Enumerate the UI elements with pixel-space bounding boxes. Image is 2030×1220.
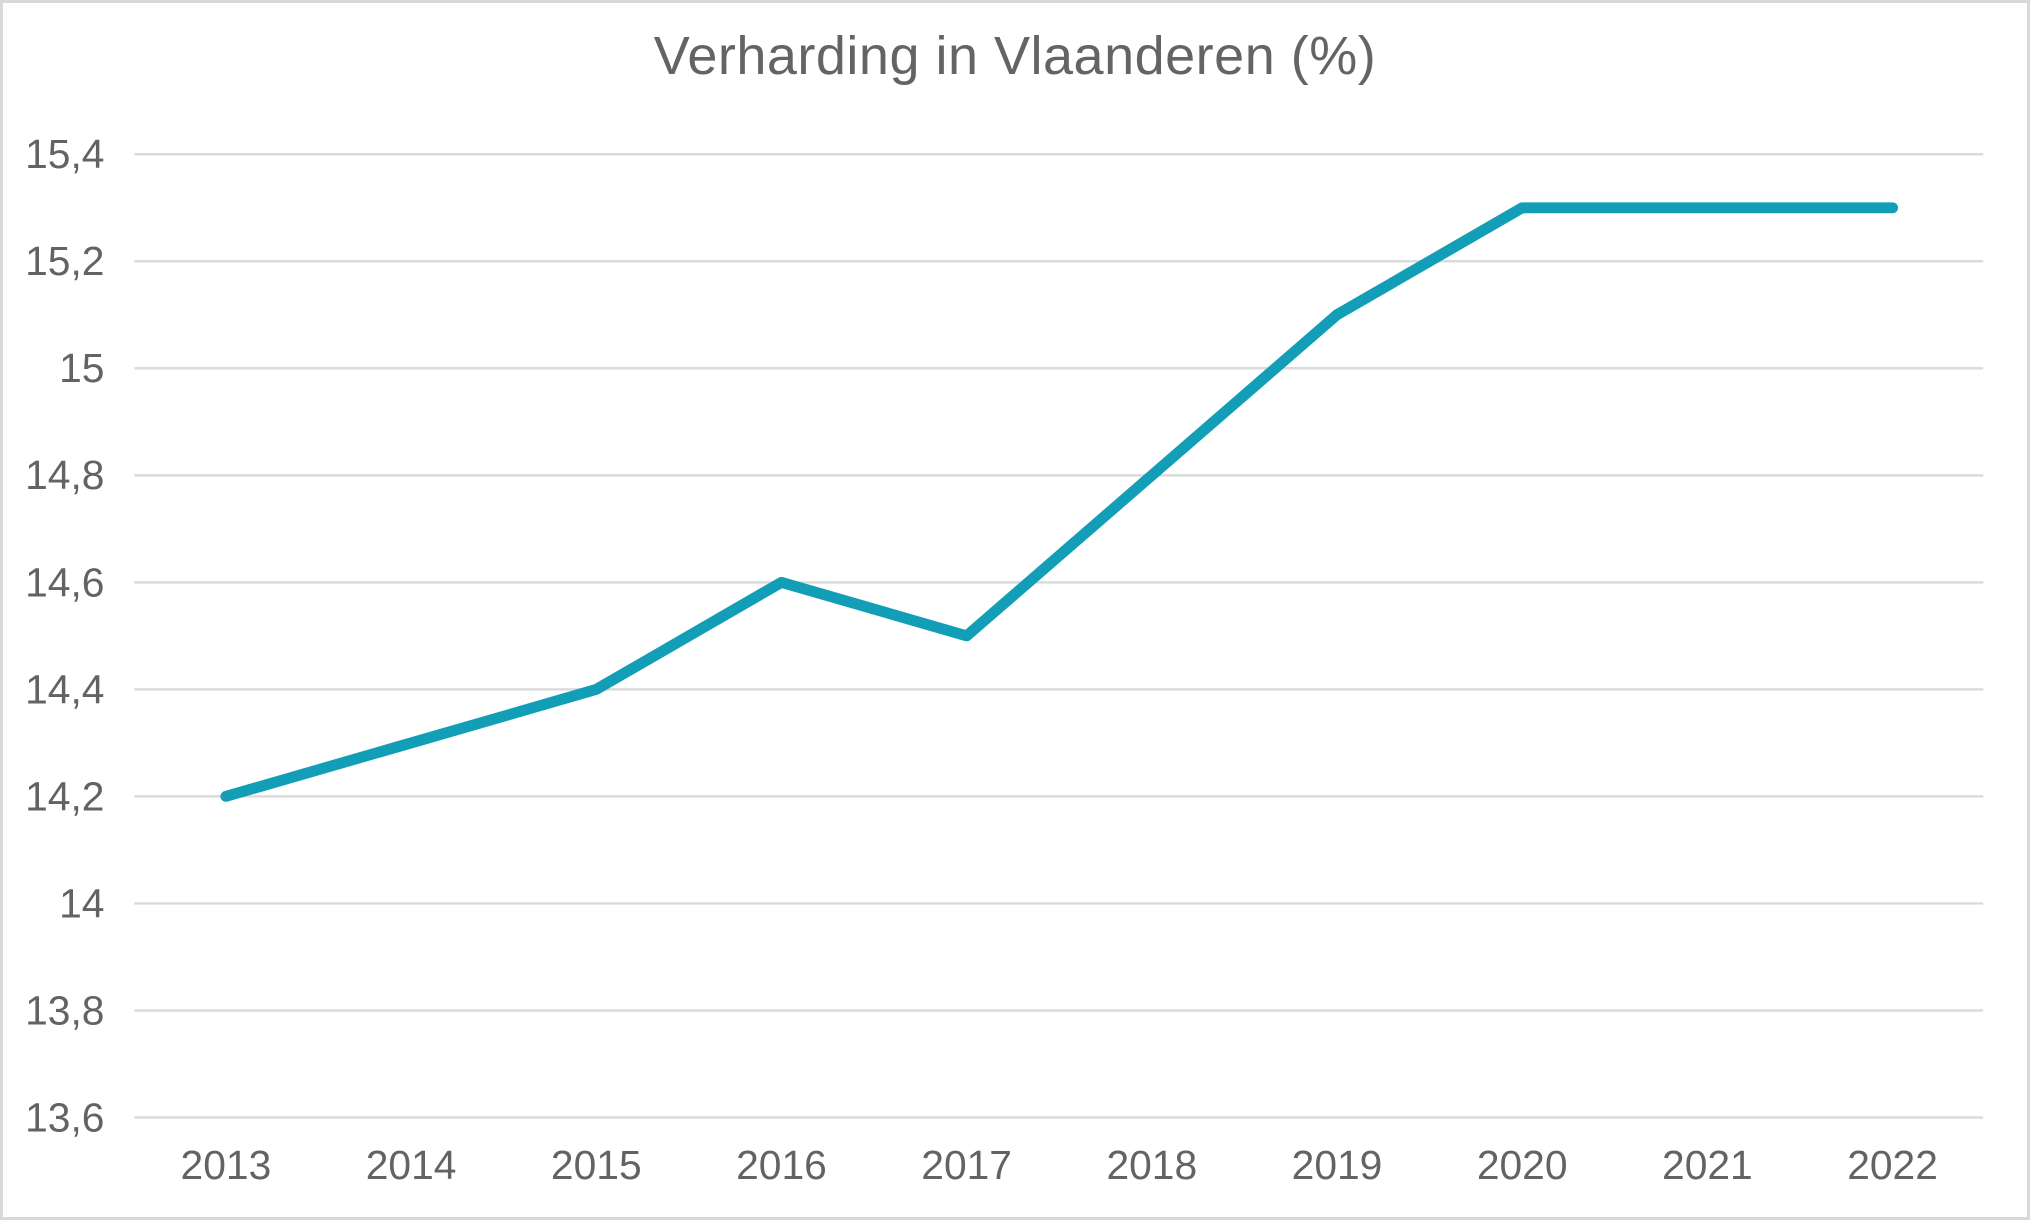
x-tick-label: 2019: [1292, 1142, 1383, 1188]
x-tick-label: 2021: [1662, 1142, 1753, 1188]
y-tick-label: 15,2: [25, 238, 104, 284]
y-tick-label: 15,4: [25, 131, 104, 177]
x-tick-label: 2017: [921, 1142, 1012, 1188]
y-tick-label: 14,2: [25, 773, 104, 819]
x-tick-label: 2016: [736, 1142, 827, 1188]
x-tick-label: 2020: [1477, 1142, 1568, 1188]
y-tick-label: 13,6: [25, 1094, 104, 1140]
x-tick-label: 2018: [1106, 1142, 1197, 1188]
x-tick-label: 2015: [551, 1142, 642, 1188]
y-tick-label: 14: [59, 880, 104, 926]
chart-title: Verharding in Vlaanderen (%): [653, 26, 1377, 86]
data-series-line: [220, 202, 1899, 802]
x-tick-label: 2014: [366, 1142, 457, 1188]
y-tick-label: 14,6: [25, 559, 104, 605]
y-tick-label: 14,4: [25, 666, 104, 712]
y-tick-label: 15: [59, 345, 104, 391]
x-tick-label: 2022: [1847, 1142, 1938, 1188]
x-tick-label: 2013: [181, 1142, 272, 1188]
y-tick-label: 14,8: [25, 452, 104, 498]
y-tick-label: 13,8: [25, 987, 104, 1033]
plot-area: 15,4 15,2 15 14,8 14,6 14,4 14,2 14 13,8 13,6 2013…: [25, 131, 1984, 1188]
